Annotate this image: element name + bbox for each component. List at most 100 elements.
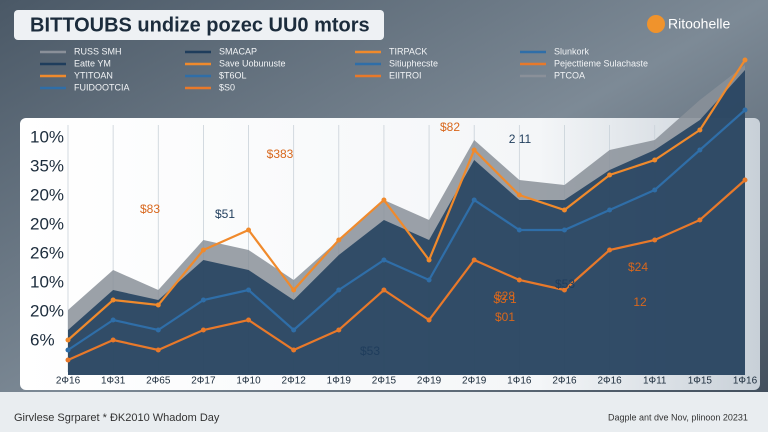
footer-left: Girvlese Sgrparet * ÐK2010 Whadom Day	[14, 412, 220, 424]
point	[471, 147, 477, 153]
annotation: $01	[495, 310, 515, 324]
annotation: 12	[633, 295, 647, 309]
legend-label: Eatte YM	[74, 58, 111, 68]
x-tick-label: 2Ф15	[372, 376, 397, 387]
annotation: $24	[628, 260, 648, 274]
point	[426, 317, 432, 323]
legend-label: PTCOA	[554, 70, 585, 80]
point	[155, 302, 161, 308]
brand-logo	[647, 15, 665, 33]
point	[246, 227, 252, 233]
point	[381, 257, 387, 263]
legend-label: YTITOAN	[74, 70, 113, 80]
x-tick-label: 2Ф19	[462, 376, 487, 387]
footer-bar	[0, 392, 768, 432]
point	[561, 287, 567, 293]
footer-right: Dagple ant dve Nov, plinoon 20231	[608, 412, 748, 422]
legend-label: EIITROI	[389, 70, 422, 80]
point	[652, 187, 658, 193]
brand-name: Ritoohelle	[668, 16, 730, 32]
point	[561, 207, 567, 213]
x-tick-label: 2Ф17	[191, 376, 216, 387]
area	[68, 70, 745, 375]
legend-label: Slunkork	[554, 46, 590, 56]
x-tick-label: 1Ф19	[327, 376, 352, 387]
annotation: $82	[440, 120, 460, 134]
line	[67, 59, 746, 341]
legend-label: Pejecttieme Sulachaste	[554, 58, 648, 68]
point	[471, 197, 477, 203]
point	[200, 247, 206, 253]
point	[516, 277, 522, 283]
point	[652, 157, 658, 163]
x-tick-label: 2Ф19	[417, 376, 442, 387]
legend-label: $T6OL	[219, 70, 247, 80]
point	[291, 287, 297, 293]
annotation: $3 1	[493, 292, 517, 306]
point	[246, 317, 252, 323]
y-axis-label: 6%	[30, 330, 55, 349]
legend-label: Sitiuphecste	[389, 58, 438, 68]
legend-label: TIRPACK	[389, 46, 427, 56]
annotation: $383	[267, 147, 294, 161]
y-axis-label: 35%	[30, 156, 64, 175]
point	[65, 337, 71, 343]
annotation: $53	[555, 277, 575, 291]
x-tick-label: 2Ф65	[146, 376, 171, 387]
point	[381, 287, 387, 293]
y-axis-label: 20%	[30, 185, 64, 204]
y-axis-label: 10%	[30, 272, 64, 291]
point	[426, 257, 432, 263]
point	[607, 207, 613, 213]
point	[65, 357, 71, 363]
chart-title: BITTOUBS undize pozec UU0 mtors	[30, 14, 370, 36]
point	[155, 327, 161, 333]
point	[516, 227, 522, 233]
annotation: $53	[360, 344, 380, 358]
line	[67, 179, 746, 362]
point	[381, 197, 387, 203]
x-tick-label: 1Ф11	[643, 376, 667, 387]
x-tick-label: 1Ф16	[733, 376, 758, 387]
point	[742, 177, 748, 183]
legend-label: Save Uobunuste	[219, 58, 286, 68]
point	[471, 257, 477, 263]
point	[336, 287, 342, 293]
x-tick-label: 2Ф16	[56, 376, 81, 387]
point	[110, 297, 116, 303]
y-axis-label: 26%	[30, 243, 64, 262]
x-tick-label: 1Ф16	[507, 376, 532, 387]
point	[336, 327, 342, 333]
annotation: $28	[495, 289, 515, 303]
x-tick-label: 2Ф16	[597, 376, 622, 387]
legend-label: RUSS SMH	[74, 46, 122, 56]
y-axis-label: 20%	[30, 214, 64, 233]
point	[110, 337, 116, 343]
point	[200, 327, 206, 333]
x-tick-label: 2Ф16	[552, 376, 577, 387]
point	[291, 347, 297, 353]
point	[200, 297, 206, 303]
x-tick-label: 2Ф12	[282, 376, 307, 387]
point	[336, 237, 342, 243]
point	[110, 317, 116, 323]
x-tick-label: 1Ф31	[101, 376, 126, 387]
point	[246, 287, 252, 293]
line	[67, 109, 746, 351]
annotation: 2 11	[509, 132, 532, 146]
point	[697, 147, 703, 153]
point	[742, 107, 748, 113]
point	[155, 347, 161, 353]
annotation: $83	[140, 202, 160, 216]
point	[65, 347, 71, 353]
point	[607, 172, 613, 178]
y-axis-label: 20%	[30, 301, 64, 320]
point	[561, 227, 567, 233]
x-tick-label: 1Ф15	[688, 376, 713, 387]
annotation: $51	[215, 207, 235, 221]
x-tick-label: 1Ф10	[236, 376, 261, 387]
y-axis-label: 10%	[30, 127, 64, 146]
point	[697, 127, 703, 133]
point	[697, 217, 703, 223]
